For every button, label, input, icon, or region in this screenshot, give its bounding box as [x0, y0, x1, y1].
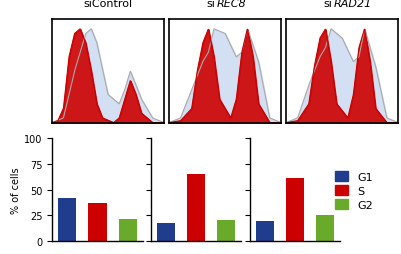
Text: REC8: REC8 [217, 0, 246, 9]
Bar [285, 179, 303, 241]
Bar [315, 216, 333, 241]
Text: si: si [206, 0, 215, 9]
Bar [186, 174, 205, 241]
Bar [58, 198, 76, 241]
Text: si: si [322, 0, 331, 9]
Bar [88, 203, 106, 241]
Text: siControl: siControl [83, 0, 132, 9]
Text: RAD21: RAD21 [333, 0, 371, 9]
Bar [156, 223, 174, 241]
Y-axis label: % of cells: % of cells [11, 167, 21, 213]
Bar [217, 220, 235, 241]
Bar [255, 221, 273, 241]
Bar [118, 219, 136, 241]
Legend: G1, S, G2: G1, S, G2 [334, 171, 372, 210]
